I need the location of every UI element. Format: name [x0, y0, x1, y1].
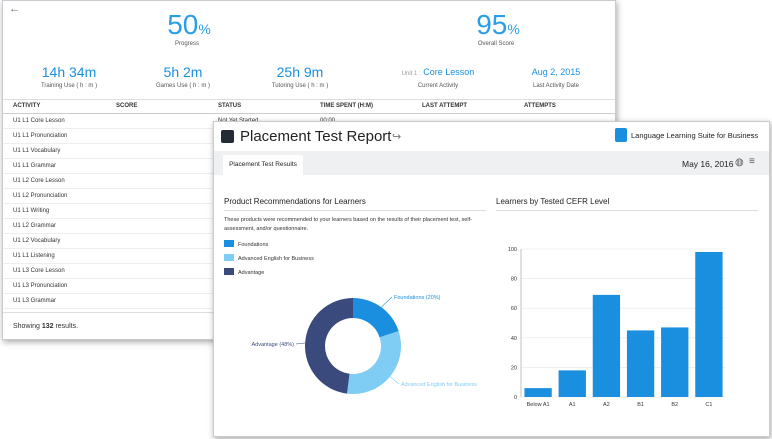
bar	[626, 330, 655, 397]
back-arrow[interactable]: ←	[9, 3, 20, 15]
panel-title: Learners by Tested CEFR Level	[496, 197, 610, 206]
x-tick-label: A1	[569, 402, 576, 408]
report-date: May 16, 2016	[682, 159, 734, 169]
y-tick-label: 60	[511, 306, 517, 312]
activity-cell: U1 L2 Pronunciation	[13, 193, 68, 199]
activity-cell: U1 L1 Listening	[13, 253, 55, 259]
tab-bar	[214, 151, 769, 175]
text: results.	[55, 323, 79, 330]
panel-description: These products were recommended to your …	[224, 217, 472, 232]
column-header: LAST ATTEMPT	[422, 103, 467, 109]
menu-icon[interactable]: ≡	[749, 156, 755, 167]
stat-value: Aug 2, 2015	[531, 67, 581, 77]
suite-name[interactable]: Language Learning Suite for Business	[631, 131, 759, 140]
x-tick-label: A2	[603, 402, 610, 408]
stat-label: Overall Score	[477, 41, 515, 47]
activity-cell: U1 L1 Writing	[13, 208, 50, 214]
app-icon	[221, 130, 234, 143]
y-tick-label: 80	[511, 277, 517, 283]
table-rule	[3, 99, 615, 100]
stat-label: Tutoring Use ( h : m )	[271, 83, 329, 89]
stat-label: Progress	[174, 41, 200, 47]
activity-cell: U1 L1 Pronunciation	[13, 133, 68, 139]
value: Core Lesson	[423, 67, 475, 77]
callout-label: Advanced English for Business	[401, 382, 477, 388]
donut-segment	[305, 298, 353, 394]
prefix: Unit 1 :	[401, 71, 421, 77]
column-header: ATTEMPTS	[524, 103, 556, 109]
progress-value: 50%	[167, 9, 211, 41]
stat-value: 25h 9m	[276, 64, 324, 80]
callout-label: Advantage (48%)	[252, 342, 295, 348]
panel-title: Product Recommendations for Learners	[224, 197, 366, 206]
callout-line	[295, 342, 306, 345]
report-title: Placement Test Report	[240, 128, 392, 145]
report-window: Placement Test Report ↪ Language Learnin…	[213, 121, 770, 437]
globe-icon[interactable]: ◍	[735, 157, 744, 168]
x-tick-label: Below A1	[527, 402, 550, 408]
text: Showing	[13, 323, 40, 330]
x-tick-label: B1	[637, 402, 644, 408]
stat-label: Games Use ( h : m )	[155, 83, 211, 89]
callout-label: Foundations (20%)	[394, 295, 441, 301]
stat-label: Current Activity	[417, 83, 459, 89]
y-tick-label: 0	[514, 395, 517, 401]
tab[interactable]: Placement Test Results	[223, 155, 303, 175]
activity-cell: U1 L1 Core Lesson	[13, 118, 65, 124]
results-footer: Showing 132 results.	[13, 323, 78, 330]
bar	[695, 251, 723, 397]
legend-label: Advantage	[238, 270, 264, 276]
activity-cell: U1 L2 Vocabulary	[13, 238, 61, 244]
stat-label: Training Use ( h : m )	[40, 83, 98, 89]
column-header: STATUS	[218, 103, 242, 109]
bar	[524, 388, 552, 397]
bar	[661, 327, 689, 397]
value: 50	[167, 9, 199, 40]
bar	[558, 370, 586, 397]
dropdown-icon[interactable]: ⌄	[749, 129, 756, 138]
activity-cell: U1 L3 Pronunciation	[13, 283, 68, 289]
stat-label: Last Activity Date	[532, 83, 580, 89]
count: 132	[41, 323, 54, 330]
export-icon[interactable]: ↪	[392, 131, 402, 143]
column-header: ACTIVITY	[13, 103, 41, 109]
x-tick-label: B2	[671, 402, 678, 408]
donut-segment	[346, 331, 401, 394]
activity-cell: U1 L3 Core Lesson	[13, 268, 65, 274]
donut-segment	[353, 298, 399, 338]
score-value: 95%	[476, 9, 520, 41]
legend-swatch	[224, 254, 234, 261]
activity-cell: U1 L3 Grammar	[13, 298, 57, 304]
activity-cell: U1 L1 Grammar	[13, 163, 57, 169]
legend-swatch	[224, 268, 234, 275]
activity-cell: U1 L1 Vocabulary	[13, 148, 61, 154]
legend-swatch	[224, 240, 234, 247]
stat-value: 5h 2m	[163, 64, 203, 80]
bar	[592, 294, 621, 397]
legend-label: Advanced English for Business	[238, 256, 314, 262]
column-header: TIME SPENT (H:M)	[320, 103, 373, 109]
table-rule	[3, 113, 615, 114]
stat-value: Unit 1 : Core Lesson	[402, 67, 475, 77]
unit: %	[198, 21, 211, 37]
activity-cell: U1 L2 Core Lesson	[13, 178, 65, 184]
legend-label: Foundations	[238, 242, 269, 248]
value: 95	[476, 9, 508, 40]
callout-line	[389, 376, 400, 385]
charts: Foundations Advanced English for Business…	[224, 240, 726, 408]
y-tick-label: 40	[511, 336, 517, 342]
x-tick-label: C1	[705, 402, 712, 408]
suite-icon	[615, 128, 627, 142]
y-tick-label: 100	[508, 247, 517, 253]
stat-value: 14h 34m	[41, 64, 97, 80]
y-tick-label: 20	[511, 365, 517, 371]
column-header: SCORE	[116, 103, 138, 109]
activity-cell: U1 L2 Grammar	[13, 223, 57, 229]
unit: %	[507, 21, 520, 37]
callout-line	[381, 296, 393, 308]
